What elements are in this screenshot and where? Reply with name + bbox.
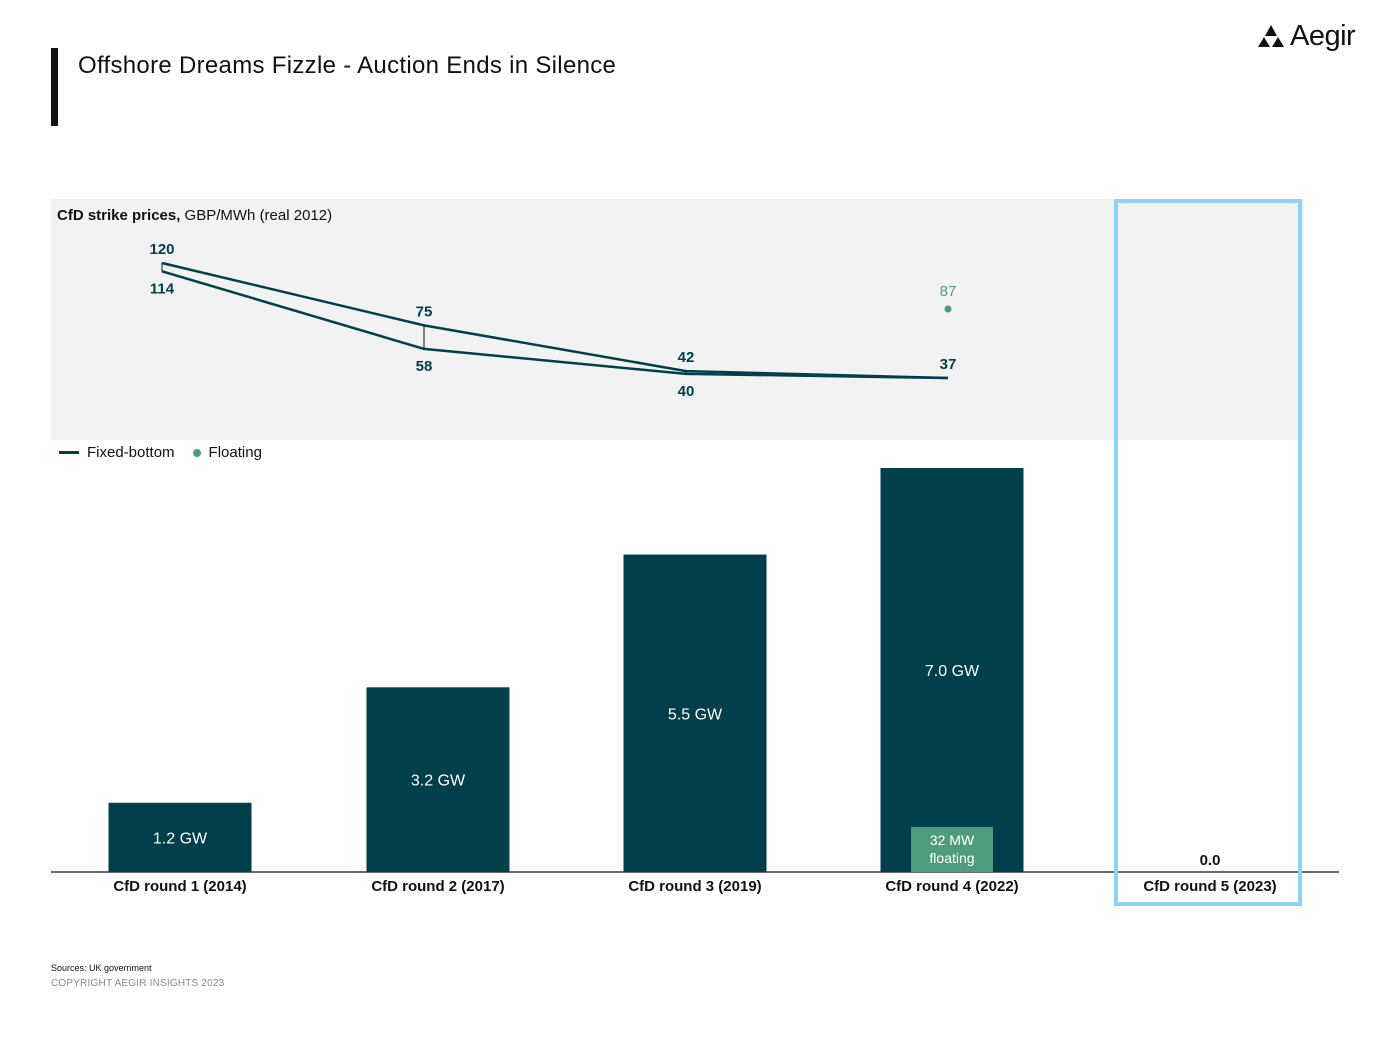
floating-price-point (944, 305, 952, 313)
bar-label-3: 5.5 GW (668, 706, 723, 723)
price-label-low-2: 58 (416, 358, 433, 375)
title-accent-bar (51, 48, 58, 126)
price-panel-background (51, 199, 1304, 440)
legend-floating: Floating (208, 444, 262, 461)
bar-label-2: 3.2 GW (411, 773, 466, 790)
category-label-1: CfD round 1 (2014) (113, 878, 246, 895)
bar-3 (623, 554, 767, 872)
price-panel-title-bold: CfD strike prices, (57, 207, 181, 224)
price-label-high-1: 120 (149, 241, 174, 258)
round5-highlight-box (1114, 199, 1302, 906)
bar-2 (366, 687, 510, 872)
legend-line-swatch (59, 451, 79, 454)
legend: Fixed-bottom Floating (59, 444, 262, 461)
price-label-low-1: 114 (150, 280, 175, 297)
floating-segment-label-2: floating (929, 850, 974, 866)
sources-note: Sources: UK government (51, 963, 152, 973)
brand-logo: Aegir (1258, 18, 1356, 54)
bar-label-5: 0.0 (1200, 852, 1221, 869)
bar-label-4: 7.0 GW (925, 663, 980, 680)
page-title: Offshore Dreams Fizzle - Auction Ends in… (78, 52, 617, 79)
price-label-low-3: 40 (678, 383, 695, 400)
bar-4 (880, 468, 1024, 872)
price-panel-title-unit: GBP/MWh (real 2012) (180, 207, 333, 224)
category-label-2: CfD round 2 (2017) (371, 878, 504, 895)
bar-label-1: 1.2 GW (153, 830, 208, 847)
copyright-note: COPYRIGHT AEGIR INSIGHTS 2023 (51, 978, 225, 989)
price-label-high-2: 75 (416, 303, 433, 320)
bar-1 (108, 802, 252, 872)
category-label-5: CfD round 5 (2023) (1143, 878, 1276, 895)
price-line-low (161, 270, 949, 380)
legend-dot-swatch (192, 448, 201, 457)
price-line-high (161, 261, 949, 380)
floating-price-label: 87 (940, 283, 957, 300)
price-panel-title: CfD strike prices, GBP/MWh (real 2012) (57, 207, 332, 224)
floating-segment-label-1: 32 MW (930, 832, 975, 848)
category-label-4: CfD round 4 (2022) (885, 878, 1018, 895)
floating-segment (911, 827, 993, 872)
category-label-3: CfD round 3 (2019) (628, 878, 761, 895)
aegir-logo-icon (1258, 25, 1284, 47)
price-label-high-3: 42 (678, 349, 695, 366)
price-label-high-4: 37 (940, 356, 957, 373)
legend-fixed-bottom: Fixed-bottom (87, 444, 175, 461)
brand-name: Aegir (1290, 19, 1356, 52)
